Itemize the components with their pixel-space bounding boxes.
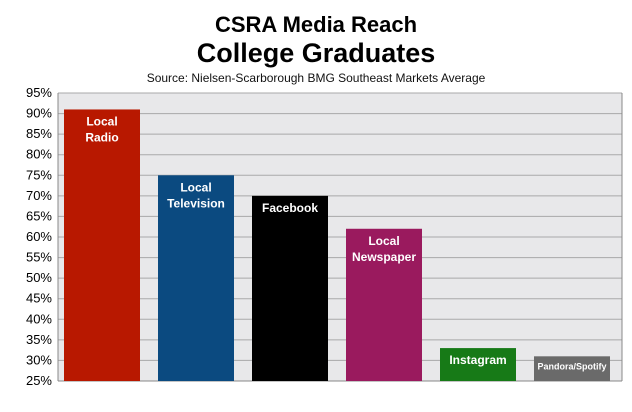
y-tick-label: 85%: [26, 126, 52, 141]
y-tick-label: 45%: [26, 291, 52, 306]
y-tick-label: 65%: [26, 208, 52, 223]
y-tick-label: 35%: [26, 332, 52, 347]
y-tick-label: 95%: [26, 85, 52, 100]
y-tick-label: 50%: [26, 270, 52, 285]
bar-label: Pandora/Spotify: [537, 361, 606, 371]
y-tick-label: 70%: [26, 188, 52, 203]
bar: [252, 195, 328, 381]
y-tick-label: 75%: [26, 167, 52, 182]
bar: [346, 228, 422, 381]
bar: [64, 109, 140, 381]
bar-label: Local: [368, 234, 399, 248]
y-tick-label: 55%: [26, 250, 52, 265]
bar-label: Local: [86, 114, 117, 128]
y-tick-label: 25%: [26, 373, 52, 388]
chart-subtitle: College Graduates: [196, 38, 436, 68]
bar-label: Radio: [85, 130, 118, 144]
bar: [158, 175, 234, 381]
y-tick-label: 60%: [26, 229, 52, 244]
bar: [440, 348, 516, 381]
chart-title: CSRA Media Reach: [214, 12, 418, 37]
bar-label: Television: [167, 196, 225, 210]
bar-label: Facebook: [262, 201, 318, 215]
bar-label: Instagram: [449, 353, 506, 367]
bar-label: Newspaper: [352, 250, 416, 264]
y-tick-label: 80%: [26, 147, 52, 162]
y-tick-label: 90%: [26, 106, 52, 121]
y-tick-label: 40%: [26, 311, 52, 326]
bar-label: Local: [180, 180, 211, 194]
bar: [534, 356, 610, 381]
y-tick-label: 30%: [26, 352, 52, 367]
chart-source: Source: Nielsen-Scarborough BMG Southeas…: [146, 71, 486, 85]
